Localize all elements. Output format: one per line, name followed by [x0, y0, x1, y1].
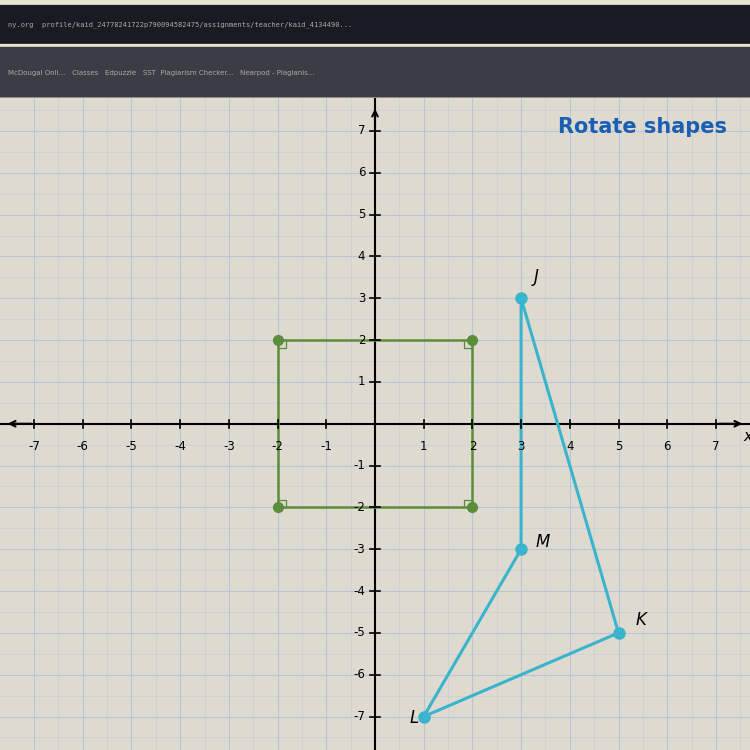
Text: K: K: [635, 610, 646, 628]
Text: 6: 6: [358, 166, 365, 179]
Text: x: x: [743, 429, 750, 444]
Text: 4: 4: [358, 250, 365, 263]
Text: 3: 3: [518, 440, 525, 454]
Text: 5: 5: [358, 208, 365, 221]
Text: -3: -3: [223, 440, 235, 454]
Text: 4: 4: [566, 440, 574, 454]
Text: 5: 5: [615, 440, 622, 454]
Text: -5: -5: [353, 626, 365, 640]
Text: -1: -1: [353, 459, 365, 472]
FancyBboxPatch shape: [0, 46, 750, 98]
Text: -4: -4: [353, 584, 365, 598]
Text: -6: -6: [353, 668, 365, 681]
Text: -1: -1: [320, 440, 332, 454]
Text: 1: 1: [420, 440, 428, 454]
Text: -3: -3: [353, 543, 365, 556]
Text: -4: -4: [174, 440, 186, 454]
Text: -7: -7: [28, 440, 40, 454]
Text: McDougal Onli...   Classes   Edpuzzle   SST  Plagiarism Checker...   Nearpod - P: McDougal Onli... Classes Edpuzzle SST Pl…: [8, 70, 314, 76]
Text: 2: 2: [358, 334, 365, 346]
Text: M: M: [536, 533, 550, 551]
Text: -2: -2: [353, 501, 365, 514]
Text: 1: 1: [358, 376, 365, 388]
Text: -7: -7: [353, 710, 365, 723]
Text: J: J: [533, 268, 538, 286]
Text: Rotate shapes: Rotate shapes: [559, 117, 728, 137]
FancyBboxPatch shape: [0, 5, 750, 44]
Text: ny.org  profile/kaid_24778241722p790094582475/assignments/teacher/kaid_4134490..: ny.org profile/kaid_24778241722p79009458…: [8, 21, 352, 28]
Text: 3: 3: [358, 292, 365, 304]
Text: 7: 7: [358, 124, 365, 137]
Text: -2: -2: [272, 440, 284, 454]
Text: 7: 7: [712, 440, 720, 454]
Text: 2: 2: [469, 440, 476, 454]
Text: L: L: [409, 709, 419, 727]
Text: -5: -5: [125, 440, 137, 454]
Text: -6: -6: [76, 440, 88, 454]
Text: 6: 6: [664, 440, 671, 454]
